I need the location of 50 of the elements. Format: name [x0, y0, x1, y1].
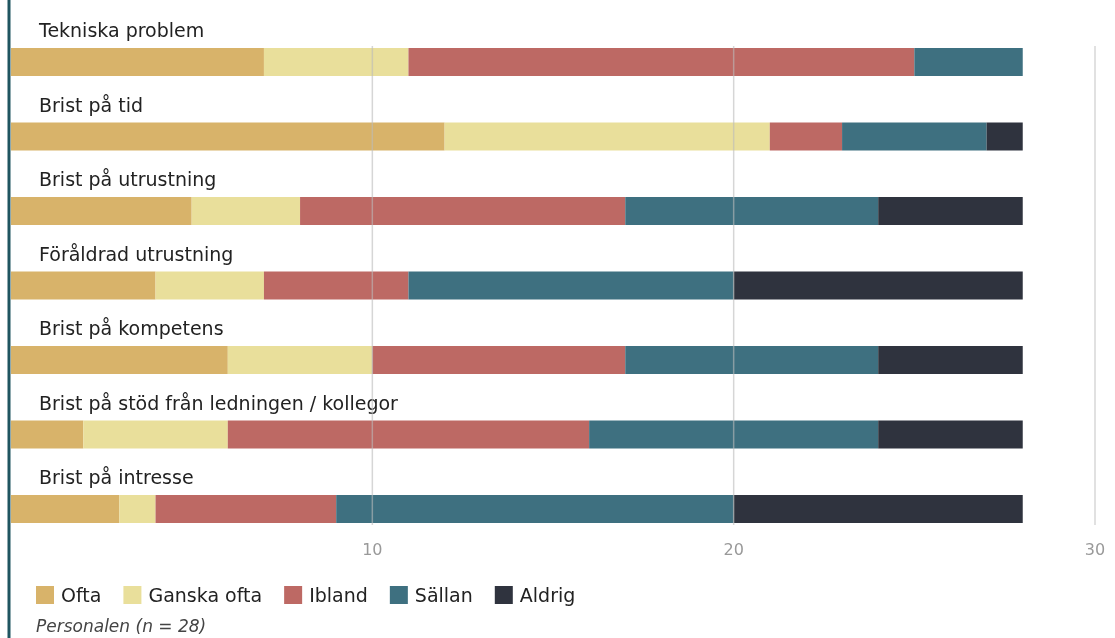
bar: [733, 271, 1023, 300]
bar: [119, 495, 156, 523]
bar: [227, 420, 590, 449]
bar: [300, 197, 626, 225]
text: Personalen (n = 28): [36, 616, 207, 636]
bar: [227, 346, 373, 374]
bar: [878, 346, 1023, 374]
bar: [11, 420, 84, 449]
x-tick-label: 30: [1084, 540, 1106, 559]
x-tick-label: 10: [362, 540, 383, 559]
bar: [408, 271, 734, 300]
bar: [336, 495, 734, 523]
bar: [155, 271, 264, 300]
bar: [444, 122, 770, 151]
bar: [372, 346, 626, 374]
y-tick-label: Föråldrad utrustning: [39, 242, 234, 265]
bar: [625, 197, 879, 225]
y-tick-label: Brist på kompetens: [39, 317, 224, 339]
bar: [878, 420, 1023, 449]
legend-label: Ofta: [61, 584, 102, 606]
y-tick-label: Brist på tid: [39, 93, 144, 116]
bar: [83, 420, 228, 449]
bar: [263, 48, 409, 76]
bar: [986, 122, 1023, 151]
bar: [191, 197, 301, 225]
y-tick-label: Brist på utrustning: [39, 168, 217, 190]
bar: [11, 48, 264, 76]
bar: [878, 197, 1023, 225]
bar: [914, 48, 1023, 76]
legend-label: Ibland: [309, 584, 368, 606]
bar: [263, 271, 409, 300]
legend-label: Aldrig: [519, 584, 576, 606]
bar: [11, 495, 120, 523]
bar: [733, 495, 1023, 523]
y-tick-label: Tekniska problem: [38, 19, 205, 41]
bar: [11, 271, 156, 300]
x-tick-label: 20: [723, 540, 744, 559]
y-tick-label: Brist på intresse: [39, 466, 194, 488]
bar: [155, 495, 337, 523]
bar: [11, 346, 228, 374]
bar: [769, 122, 843, 151]
bar: [842, 122, 987, 151]
bar: [11, 197, 192, 225]
bar: [408, 48, 915, 76]
y-tick-label: Brist på stöd från ledningen / kollegor: [39, 391, 399, 414]
bar: [11, 122, 445, 151]
legend-label: Sällan: [414, 584, 473, 606]
bar: [625, 346, 879, 374]
bar: [589, 420, 879, 449]
legend-label: Ganska ofta: [148, 584, 263, 606]
